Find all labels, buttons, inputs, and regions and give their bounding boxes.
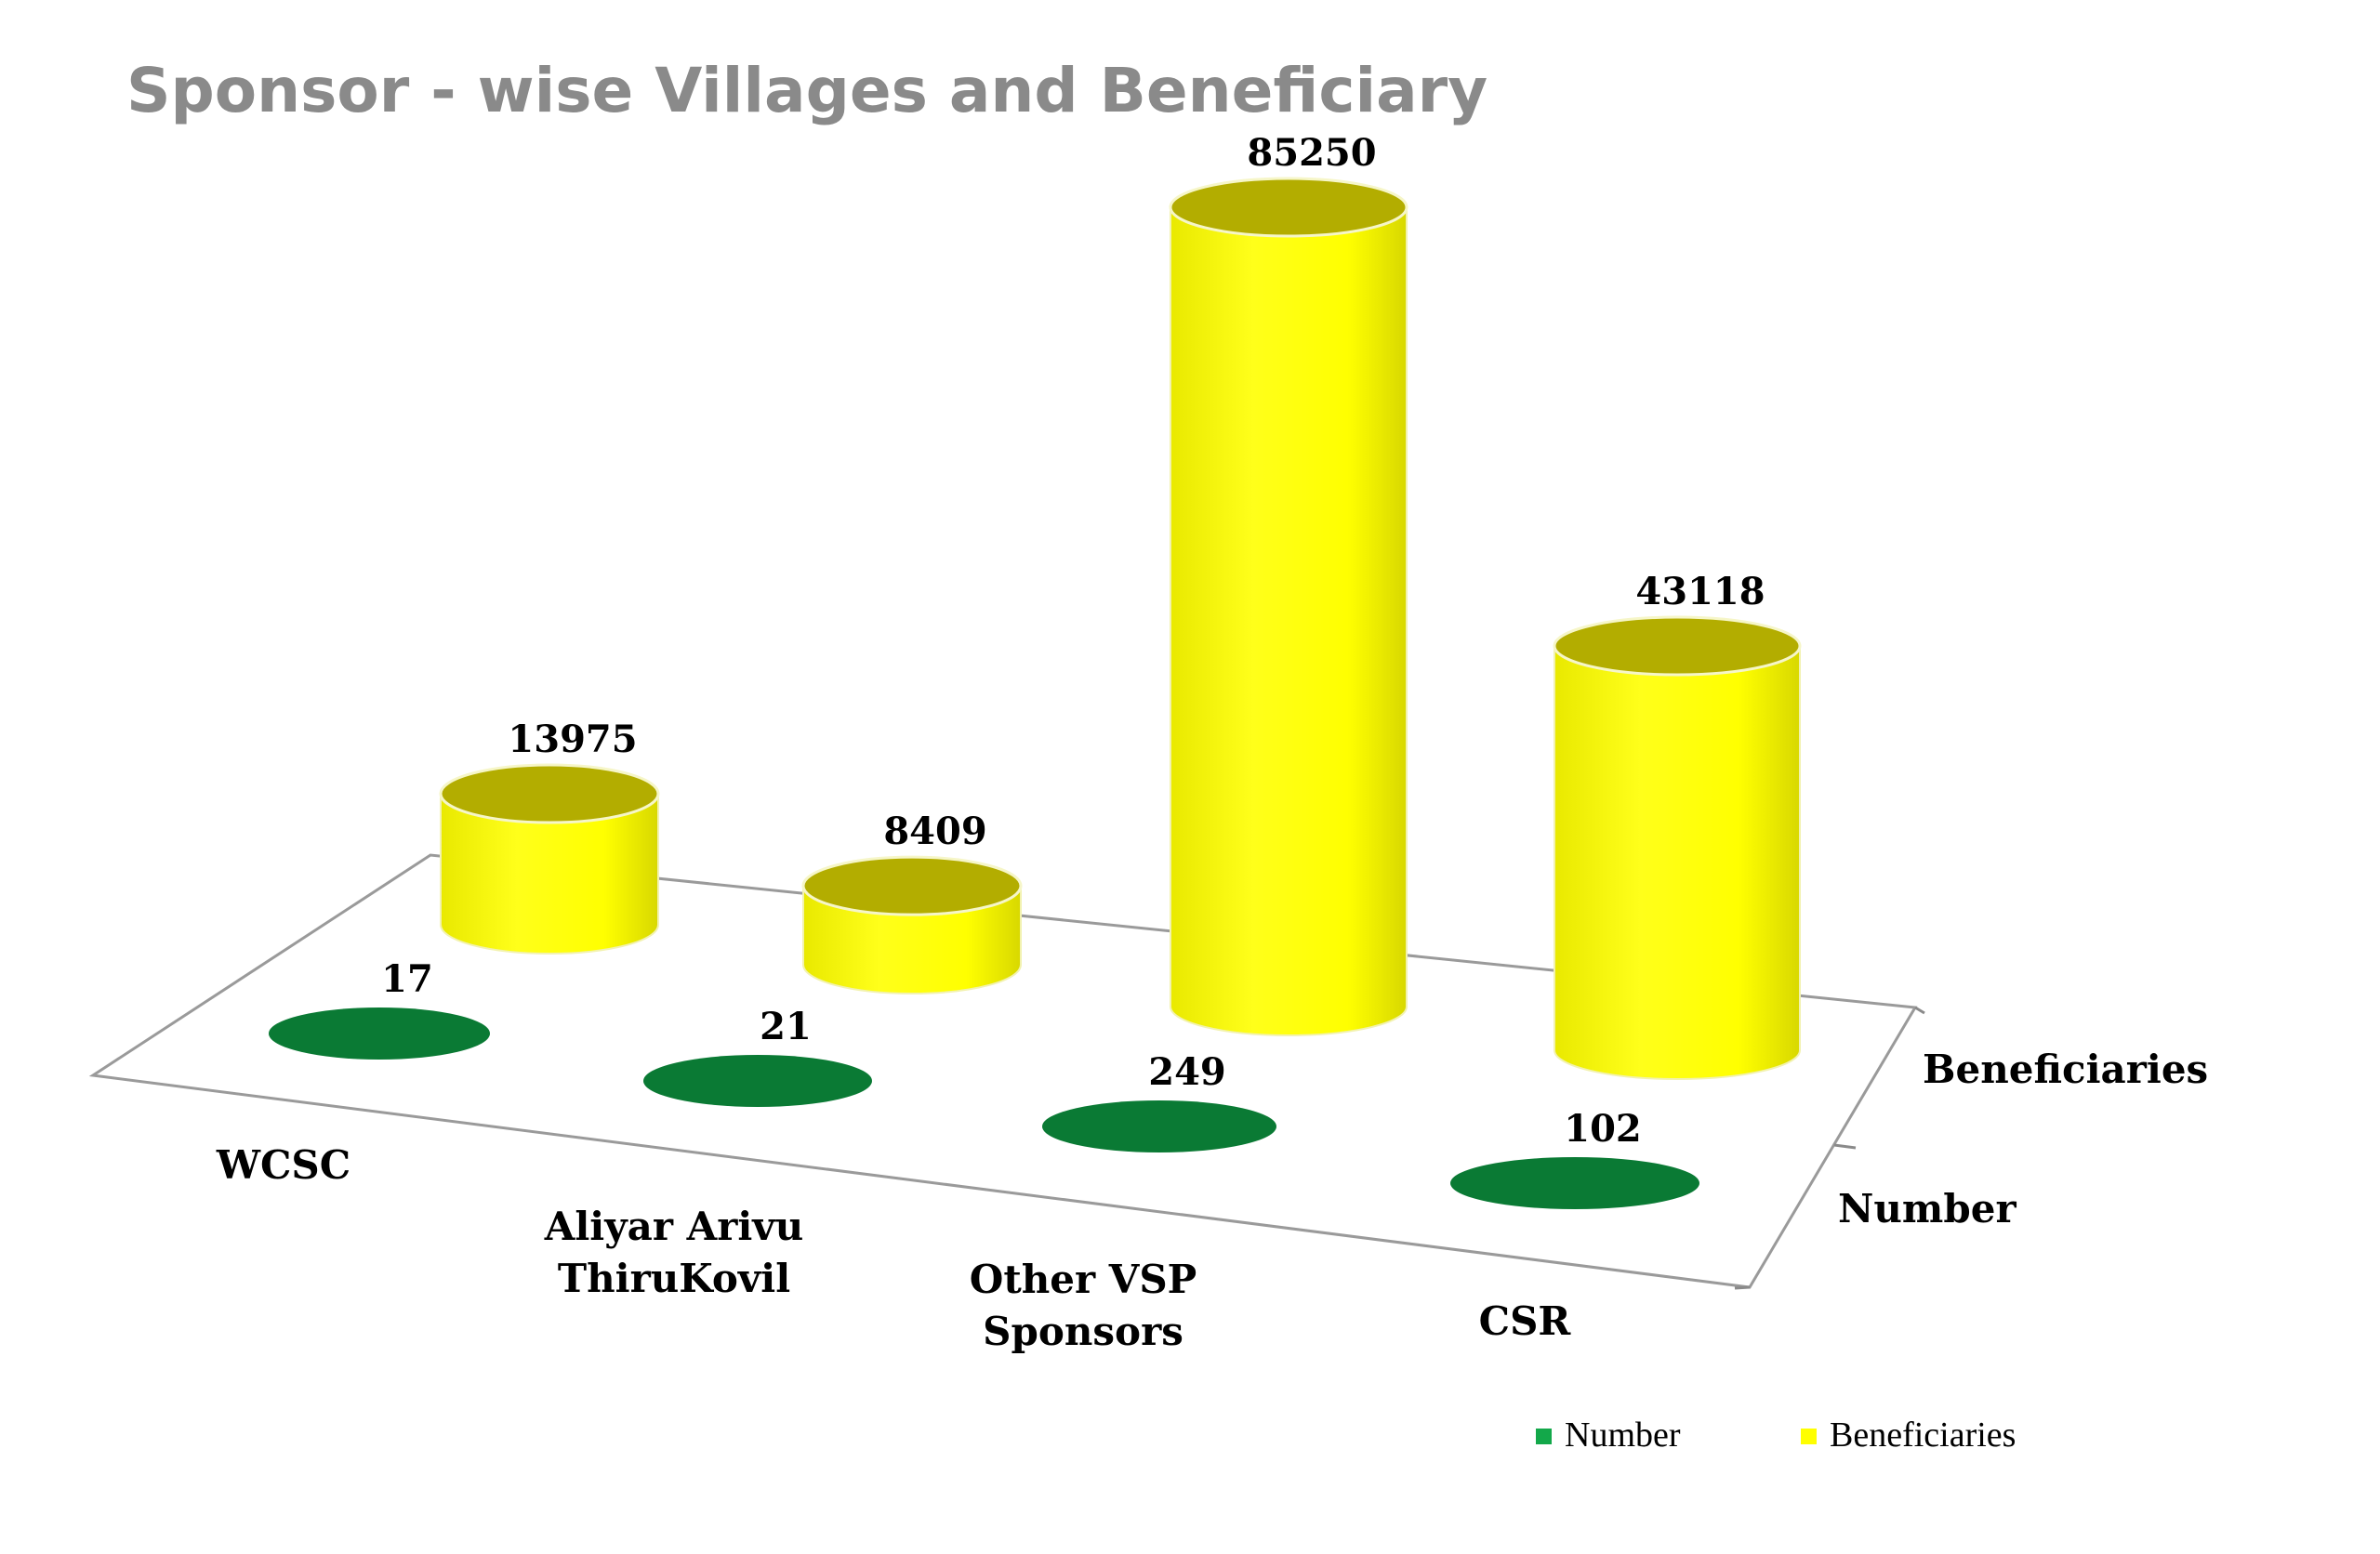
legend-label-number: Number — [1565, 1416, 1681, 1455]
category-label-wcsc: WCSC — [216, 1142, 350, 1188]
disk-number-4 — [1450, 1157, 1699, 1209]
depth-axis-label-number: Number — [1838, 1186, 2016, 1231]
legend-swatch-beneficiaries — [1801, 1429, 1817, 1444]
cylinder-beneficiaries-2 — [801, 855, 1023, 994]
data-label-number-1: 17 — [381, 957, 433, 1001]
cylinder-beneficiaries-1 — [439, 763, 660, 955]
chart-labels: 13975 8409 85250 43118 17 21 249 102 WCSC Aliyar … — [216, 131, 2208, 1354]
chart-marks — [269, 177, 1802, 1209]
depth-axis-tick-front — [1734, 1285, 1751, 1290]
data-label-beneficiaries-4: 43118 — [1635, 570, 1765, 613]
chart-floor — [88, 853, 1925, 1290]
depth-axis-label-beneficiaries: Beneficiaries — [1923, 1047, 2208, 1092]
disk-number-3 — [1042, 1100, 1276, 1152]
data-label-beneficiaries-3: 85250 — [1247, 131, 1376, 175]
depth-axis-tick-back — [1914, 1006, 1925, 1015]
cylinder-beneficiaries-3 — [1169, 177, 1408, 1036]
disk-number-1 — [269, 1007, 490, 1060]
legend-label-beneficiaries: Beneficiaries — [1830, 1416, 2016, 1455]
category-label-csr: CSR — [1479, 1298, 1572, 1344]
category-label-other-vsp-sponsors: Other VSP Sponsors — [970, 1257, 1197, 1354]
data-label-number-2: 21 — [760, 1005, 812, 1048]
data-label-beneficiaries-1: 13975 — [508, 718, 637, 761]
data-label-beneficiaries-2: 8409 — [883, 810, 986, 853]
depth-axis-tick-mid — [1833, 1143, 1857, 1150]
cylinder-beneficiaries-4 — [1553, 615, 1802, 1080]
disk-number-2 — [643, 1055, 872, 1107]
category-label-aliyar-arivu-thirukovil: Aliyar Arivu ThiruKovil — [544, 1204, 803, 1301]
data-label-number-4: 102 — [1564, 1107, 1642, 1151]
legend-swatch-number — [1536, 1429, 1552, 1444]
legend: Number Beneficiaries — [1536, 1416, 2016, 1455]
data-label-number-3: 249 — [1148, 1050, 1226, 1094]
chart-title: Sponsor - wise Villages and Beneficiary — [126, 55, 1488, 126]
